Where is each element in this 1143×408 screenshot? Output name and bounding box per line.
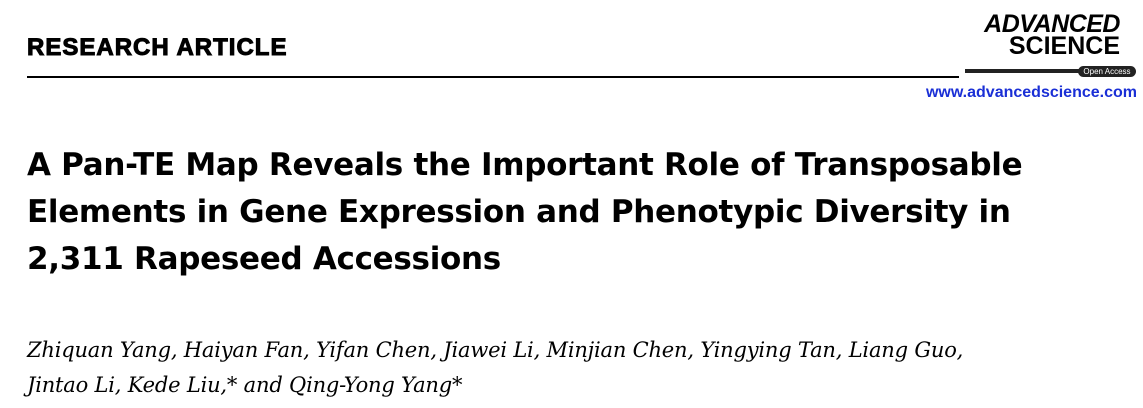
section-label: RESEARCH ARTICLE [26, 34, 288, 62]
logo-line1: ADVANCED [984, 10, 1120, 38]
logo-bar [965, 69, 1085, 73]
title-line: 2,311 Rapeseed Accessions [27, 241, 501, 277]
logo-line2: SCIENCE [1008, 32, 1120, 60]
journal-url-link[interactable]: www.advancedscience.com [925, 84, 1137, 101]
author-line: Jintao Li, Kede Liu,* and Qing-Yong Yang… [27, 373, 463, 397]
title-line: A Pan-TE Map Reveals the Important Role … [27, 147, 1023, 183]
journal-logo: ADVANCED SCIENCE Open Access [960, 12, 1138, 82]
author-line: Zhiquan Yang, Haiyan Fan, Yifan Chen, Ji… [27, 338, 964, 362]
header-divider [27, 76, 959, 78]
open-access-badge: Open Access [1078, 66, 1136, 77]
title-line: Elements in Gene Expression and Phenotyp… [27, 194, 1011, 230]
article-title: A Pan-TE Map Reveals the Important Role … [27, 142, 1127, 283]
author-list: Zhiquan Yang, Haiyan Fan, Yifan Chen, Ji… [27, 333, 963, 403]
